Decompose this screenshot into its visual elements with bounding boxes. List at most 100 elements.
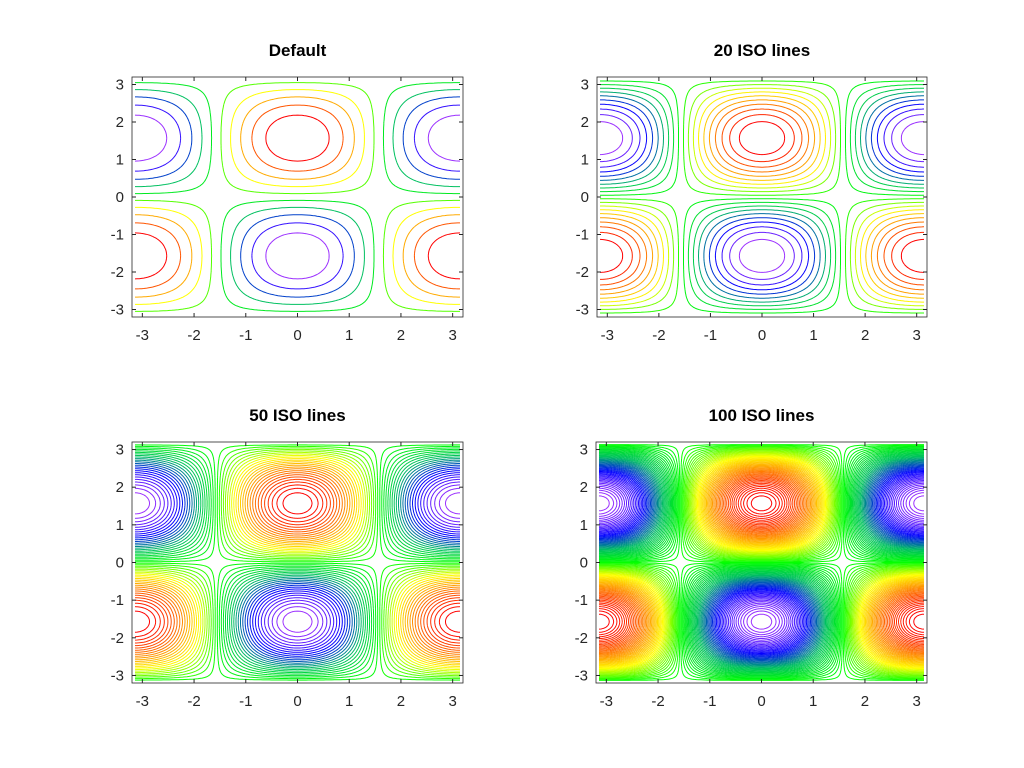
contour-level-13 — [600, 87, 924, 307]
contour-level-44 — [599, 448, 924, 677]
contour-level-62 — [599, 452, 924, 673]
y-tick-label: -3 — [575, 667, 588, 684]
contour-level-17 — [599, 103, 925, 291]
x-tick-label: 0 — [758, 327, 766, 344]
contour-level-51 — [599, 444, 924, 681]
y-tick-label: 1 — [580, 517, 588, 534]
contour-level-10 — [134, 114, 461, 280]
subplot-title: 20 ISO lines — [714, 41, 810, 60]
y-tick-label: 1 — [116, 517, 124, 534]
contour-level-88 — [599, 475, 924, 650]
contour-level-24 — [135, 445, 460, 680]
contour-level-9 — [135, 104, 460, 290]
contour-lines — [599, 80, 925, 314]
x-tick-label: 1 — [809, 693, 817, 710]
contour-level-79 — [599, 466, 924, 659]
contour-level-75 — [599, 462, 924, 663]
contour-level-54 — [599, 446, 924, 679]
contour-lines — [134, 444, 461, 681]
x-tick-label: 3 — [448, 327, 456, 344]
contour-level-40 — [135, 466, 460, 659]
contour-level-31 — [135, 451, 460, 674]
subplot-title: Default — [269, 41, 327, 60]
contour-level-14 — [135, 461, 460, 664]
contour-level-45 — [599, 447, 924, 678]
contour-level-23 — [599, 465, 924, 660]
contour-level-23 — [135, 447, 460, 678]
contour-level-16 — [135, 458, 460, 667]
subplot-2: 20 ISO lines -3 -2 -1 0 1 2 3 3 2 1 0 -1 -2 -3 — [576, 41, 928, 344]
contour-level-77 — [599, 464, 924, 661]
contour-level-72 — [599, 460, 924, 665]
contour-level-8 — [600, 87, 924, 307]
contour-level-43 — [599, 449, 924, 676]
contour-level-9 — [598, 480, 925, 645]
contour-level-50 — [599, 444, 924, 681]
contour-level-1 — [600, 121, 924, 273]
contour-level-47 — [599, 446, 924, 679]
contour-level-14 — [599, 91, 925, 303]
contour-level-29 — [135, 448, 460, 677]
contour-level-2 — [600, 114, 924, 280]
x-tick-label: 1 — [345, 693, 353, 710]
contour-level-35 — [135, 458, 460, 667]
contour-level-5 — [600, 99, 924, 295]
contour-level-44 — [135, 474, 460, 651]
contour-level-10 — [599, 478, 924, 647]
contour-level-16 — [600, 99, 924, 295]
contour-level-3 — [600, 108, 924, 286]
contour-level-89 — [599, 476, 924, 649]
contour-level-57 — [599, 448, 924, 677]
contour-level-48 — [134, 484, 461, 641]
contour-level-9 — [135, 470, 460, 655]
axes-box — [131, 76, 464, 318]
contour-level-7 — [135, 474, 460, 651]
y-tick-label: -3 — [576, 302, 589, 319]
contour-level-15 — [600, 95, 924, 299]
contour-level-2 — [134, 487, 461, 638]
x-tick-label: 1 — [809, 327, 817, 344]
contour-level-78 — [599, 465, 924, 660]
contour-level-26 — [135, 444, 460, 681]
y-tick-label: -2 — [575, 630, 588, 647]
contour-level-59 — [599, 450, 924, 675]
contour-level-27 — [599, 461, 924, 664]
contour-level-35 — [598, 455, 925, 670]
contour-level-76 — [598, 463, 925, 662]
contour-level-36 — [135, 459, 460, 666]
y-tick-label: 2 — [581, 114, 589, 131]
contour-level-53 — [599, 445, 924, 680]
contour-level-4 — [135, 481, 460, 644]
contour-level-94 — [598, 482, 925, 643]
y-tick-label: 2 — [116, 479, 124, 496]
contour-level-7 — [599, 91, 925, 303]
contour-level-6 — [135, 82, 460, 312]
x-tick-label: -2 — [187, 327, 200, 344]
contour-level-39 — [135, 464, 460, 661]
contour-level-6 — [600, 95, 924, 299]
contour-level-8 — [135, 472, 460, 653]
x-tick-label: -3 — [601, 327, 614, 344]
contour-level-16 — [598, 472, 925, 653]
y-tick-label: -3 — [111, 302, 124, 319]
contour-level-45 — [135, 476, 460, 649]
contour-level-4 — [599, 487, 924, 638]
x-tick-label: 2 — [397, 327, 405, 344]
contour-level-15 — [135, 459, 460, 666]
contour-level-8 — [135, 96, 460, 298]
contour-level-25 — [598, 463, 925, 662]
x-tick-label: 3 — [913, 327, 921, 344]
y-tick-label: -2 — [576, 264, 589, 281]
y-tick-label: -1 — [575, 592, 588, 609]
contour-level-12 — [599, 476, 924, 649]
x-tick-label: 2 — [861, 327, 869, 344]
contour-level-56 — [599, 447, 924, 678]
contour-level-31 — [599, 458, 924, 667]
contour-level-32 — [599, 457, 924, 668]
contour-level-20 — [135, 451, 460, 674]
subplot-3: 50 ISO lines -3 -2 -1 0 1 2 3 3 2 1 0 -1 -2 -3 — [111, 406, 464, 710]
contour-level-7 — [598, 482, 925, 643]
x-tick-label: 2 — [397, 693, 405, 710]
contour-level-73 — [599, 461, 924, 664]
contour-level-15 — [599, 473, 924, 652]
